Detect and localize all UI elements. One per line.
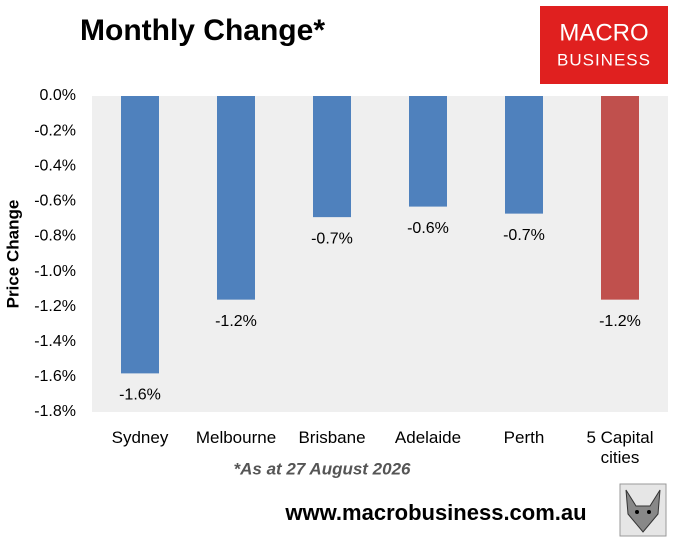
value-label: -1.2% [599,313,641,330]
value-label: -0.7% [311,230,353,247]
x-tick-label: Melbourne [195,428,277,447]
x-tick-label: 5 Capital cities [586,428,654,467]
y-tick-label: -1.6% [34,368,76,385]
y-tick-label: -1.2% [34,298,76,315]
bar [313,96,351,218]
footnote: *As at 27 August 2026 [234,459,412,478]
website: www.macrobusiness.com.au [284,500,586,525]
logo-box [540,6,668,84]
y-axis-label: Price Change [3,200,22,309]
chart-title: Monthly Change* [80,14,325,47]
y-tick-label: -1.0% [34,263,76,280]
value-label: -1.6% [119,387,161,404]
value-label: -1.2% [215,313,257,330]
y-tick-label: -0.4% [34,157,76,174]
y-tick-label: 0.0% [40,87,76,104]
y-tick-label: -0.8% [34,228,76,245]
logo-text: MACRO [559,19,648,46]
bar [217,96,255,300]
y-tick-label: -1.4% [34,333,76,350]
wolf-icon [619,483,667,537]
bar [505,96,543,214]
x-tick-label: Brisbane [298,428,366,447]
y-tick-label: -0.2% [34,122,76,139]
y-tick-label: -0.6% [34,193,76,210]
x-tick-label: Perth [503,428,545,447]
bar [409,96,447,207]
plot-area [92,96,668,412]
value-label: -0.6% [407,220,449,237]
bar [121,96,159,374]
bar [601,96,639,300]
value-label: -0.7% [503,227,545,244]
x-tick-label: Sydney [111,428,169,447]
y-tick-label: -1.8% [34,403,76,420]
logo-text: BUSINESS [557,50,651,69]
x-tick-label: Adelaide [394,428,462,447]
